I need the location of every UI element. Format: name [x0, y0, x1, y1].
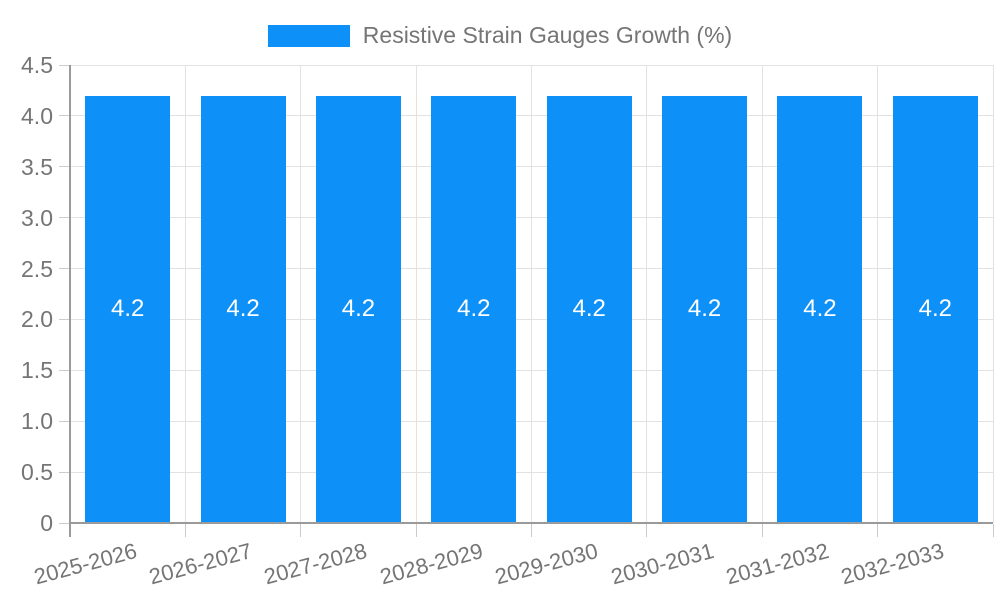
x-axis-tick: [531, 524, 532, 537]
y-tick-label: 4.0: [21, 102, 53, 129]
y-axis-tick: [59, 268, 70, 270]
bar[interactable]: 4.2: [315, 95, 401, 523]
y-axis-tick: [59, 166, 70, 168]
v-gridline: [877, 65, 879, 523]
y-tick-label: 2.0: [21, 306, 53, 333]
y-axis-tick: [59, 420, 70, 422]
v-gridline: [531, 65, 532, 523]
legend: Resistive Strain Gauges Growth (%): [0, 22, 1000, 49]
x-axis-tick: [646, 524, 648, 537]
bar-value-label: 4.2: [687, 295, 722, 323]
bar-value-label: 4.2: [341, 295, 376, 323]
bar[interactable]: 4.2: [662, 95, 748, 523]
x-axis-line: [70, 522, 993, 524]
bar-value-label: 4.2: [803, 295, 837, 323]
y-axis-tick: [59, 217, 70, 219]
x-axis-tick: [877, 524, 879, 537]
x-axis-tick: [184, 524, 186, 537]
v-gridline: [646, 65, 648, 523]
bar-value-label: 4.2: [226, 295, 260, 323]
y-axis-tick: [59, 115, 70, 117]
bar-value-label: 4.2: [111, 295, 145, 323]
y-tick-label: 3.5: [21, 153, 53, 180]
y-tick-label: 1.5: [21, 357, 53, 384]
bar[interactable]: 4.2: [431, 95, 517, 523]
bar[interactable]: 4.2: [546, 95, 632, 523]
y-tick-label: 0.5: [21, 459, 53, 486]
y-axis-tick: [59, 318, 70, 320]
bar[interactable]: 4.2: [85, 95, 171, 523]
bar-value-label: 4.2: [572, 295, 606, 323]
bar-value-label: 4.2: [918, 295, 952, 323]
v-gridline: [300, 65, 302, 523]
y-axis-line: [69, 65, 71, 537]
legend-swatch: [267, 24, 350, 47]
y-tick-label: 2.5: [21, 255, 53, 282]
bar-value-label: 4.2: [457, 295, 491, 323]
y-axis-tick: [59, 369, 70, 371]
bar[interactable]: 4.2: [892, 95, 978, 523]
x-axis-tick: [300, 524, 302, 537]
y-tick-label: 4.5: [21, 52, 53, 78]
x-axis-tick: [992, 524, 994, 537]
x-axis-tick: [761, 524, 763, 537]
y-axis-tick: [59, 471, 70, 473]
bar[interactable]: 4.2: [777, 95, 863, 523]
v-gridline: [415, 65, 417, 523]
x-axis-tick: [415, 524, 417, 537]
y-tick-label: 3.0: [21, 204, 53, 231]
legend-label: Resistive Strain Gauges Growth (%): [362, 22, 733, 48]
y-axis-tick: [59, 64, 70, 66]
bar[interactable]: 4.2: [200, 95, 286, 523]
y-tick-label: 1.0: [21, 408, 53, 435]
y-tick-label: 0: [40, 510, 53, 536]
v-gridline: [184, 65, 186, 523]
v-gridline: [992, 65, 994, 523]
v-gridline: [761, 65, 763, 523]
y-axis-tick: [59, 522, 70, 524]
